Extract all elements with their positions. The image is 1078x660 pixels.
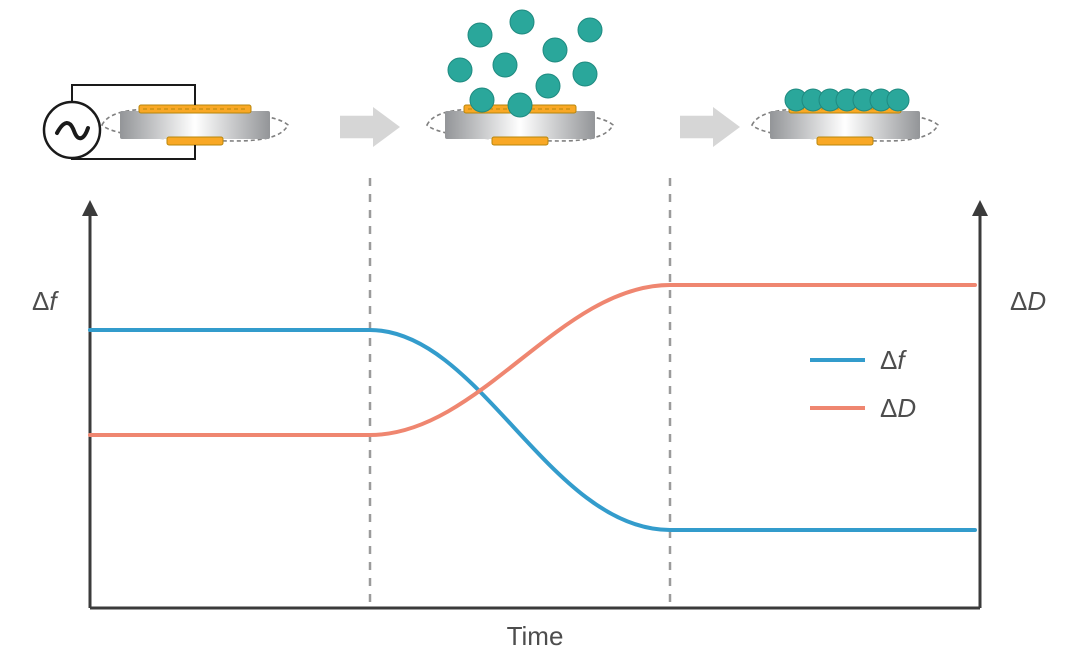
particle-icon (468, 23, 492, 47)
legend-label: Δf (880, 345, 907, 375)
particle-icon (470, 88, 494, 112)
letter: f (49, 286, 59, 316)
delta-prefix: Δ (1010, 286, 1027, 316)
particle-icon (578, 18, 602, 42)
y-axis-left-arrowhead (82, 200, 98, 216)
schematic-row (44, 10, 938, 159)
chart-axes (82, 200, 988, 608)
delta-prefix: Δ (32, 286, 49, 316)
x-axis-label: Time (507, 621, 564, 651)
qcm-sensor (102, 105, 288, 145)
legend-label: ΔD (880, 393, 916, 423)
bottom-electrode (817, 137, 873, 145)
y-axis-right-arrowhead (972, 200, 988, 216)
particle-icon (573, 62, 597, 86)
bottom-electrode (167, 137, 223, 145)
wire-top (72, 85, 195, 105)
y-axis-right-label: ΔD (1010, 286, 1046, 316)
quartz-disc (120, 111, 270, 139)
y-axis-left-label: Δf (32, 286, 59, 316)
letter: D (1027, 286, 1046, 316)
stage-arrow-icon (680, 107, 740, 147)
particle-icon (536, 74, 560, 98)
particle-icon (448, 58, 472, 82)
particle-icon (493, 53, 517, 77)
particle-icon (887, 89, 909, 111)
quartz-disc (770, 111, 920, 139)
stage-arrow-icon (340, 107, 400, 147)
particle-icon (510, 10, 534, 34)
particle-icon (508, 93, 532, 117)
legend: Δf ΔD (810, 345, 916, 423)
particle-icon (543, 38, 567, 62)
bottom-electrode (492, 137, 548, 145)
